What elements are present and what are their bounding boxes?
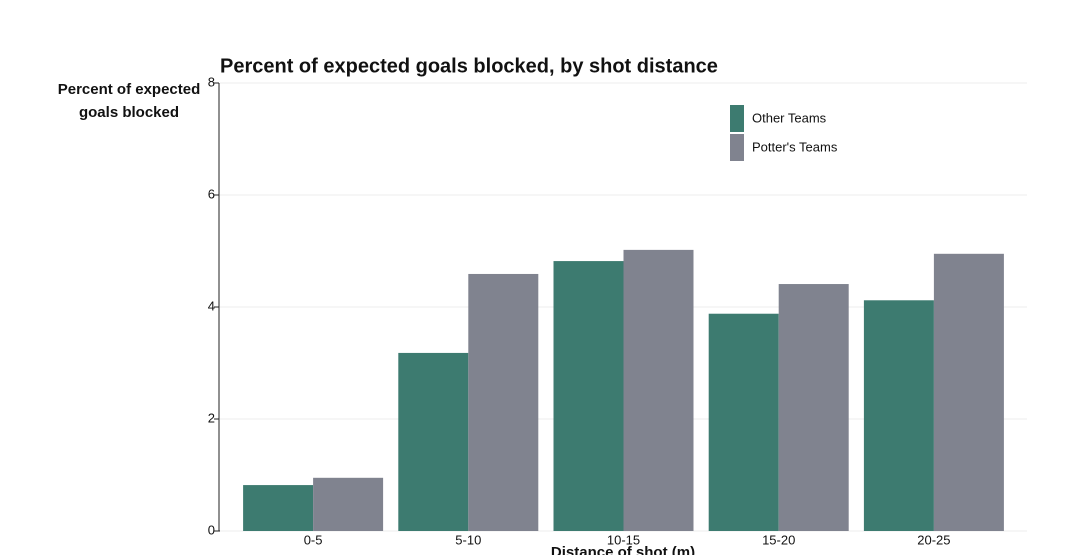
legend-swatch — [730, 134, 744, 161]
x-tick-label: 20-25 — [917, 532, 950, 547]
bar — [933, 253, 1004, 532]
x-tick-label: 15-20 — [762, 532, 795, 547]
bar — [863, 300, 934, 531]
y-tick-label: 8 — [208, 74, 215, 89]
x-tick-label: 10-15 — [607, 532, 640, 547]
bar — [243, 485, 314, 531]
bar — [553, 261, 624, 531]
bar — [313, 477, 384, 531]
bar — [778, 284, 849, 531]
bar — [398, 352, 469, 531]
y-tick-label: 2 — [208, 410, 215, 425]
y-tick-label: 6 — [208, 186, 215, 201]
bar — [623, 249, 694, 531]
x-tick-label: 5-10 — [455, 532, 481, 547]
chart-title: Percent of expected goals blocked, by sh… — [220, 55, 718, 77]
bar — [708, 313, 779, 531]
legend-swatch — [730, 105, 744, 132]
y-tick-label: 0 — [208, 522, 215, 537]
y-tick-label: 4 — [208, 298, 215, 313]
y-axis-title: Percent of expected goals blocked — [57, 81, 201, 121]
legend-label: Other Teams — [752, 110, 827, 125]
legend-label: Potter's Teams — [752, 139, 838, 154]
x-tick-label: 0-5 — [304, 532, 323, 547]
bar — [468, 273, 539, 531]
x-axis-title: Distance of shot (m) — [551, 544, 695, 555]
